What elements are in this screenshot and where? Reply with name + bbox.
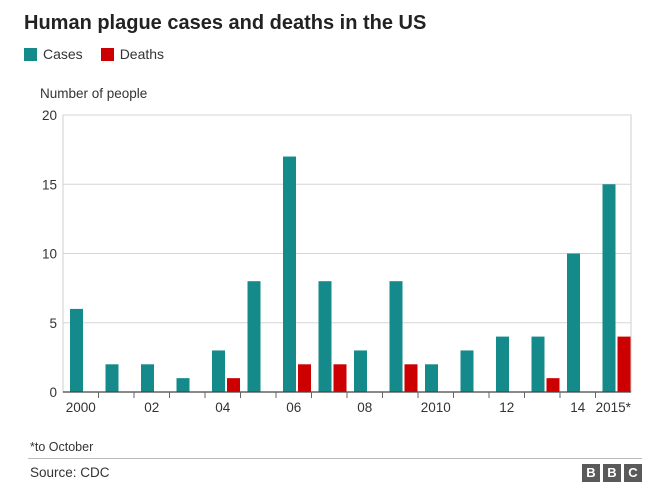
y-tick-label: 0 <box>49 385 57 400</box>
bar-cases <box>389 281 403 392</box>
bar-deaths <box>227 378 240 392</box>
bbc-logo: B B C <box>579 464 642 482</box>
y-tick-label: 5 <box>49 316 57 331</box>
bar-cases <box>318 281 332 392</box>
legend-label-cases: Cases <box>43 46 83 62</box>
x-tick-label: 2010 <box>421 400 451 415</box>
x-tick-label: 08 <box>357 400 372 415</box>
x-tick-label: 04 <box>215 400 231 415</box>
bar-cases <box>354 350 367 392</box>
bar-cases <box>567 253 580 392</box>
bar-cases <box>212 350 225 392</box>
bar-cases <box>141 364 154 392</box>
bar-cases <box>425 364 438 392</box>
footnote: *to October <box>30 440 94 454</box>
y-tick-label: 15 <box>42 177 57 192</box>
source: Source: CDC <box>30 465 110 480</box>
x-tick-label: 14 <box>570 400 586 415</box>
bbc-logo-letter: C <box>624 464 642 482</box>
bar-cases <box>247 281 261 392</box>
legend-swatch-cases <box>24 47 37 61</box>
x-tick-label: 2015* <box>596 400 632 415</box>
bar-deaths <box>546 378 560 392</box>
x-tick-label: 06 <box>286 400 301 415</box>
y-axis-label: Number of people <box>40 86 148 101</box>
bar-deaths <box>298 364 311 392</box>
bar-deaths <box>617 336 631 392</box>
bar-cases <box>602 184 616 392</box>
y-tick-label: 20 <box>42 108 57 123</box>
bar-cases <box>460 350 474 392</box>
bar-deaths <box>333 364 347 392</box>
x-tick-label: 02 <box>144 400 159 415</box>
legend-item-deaths: Deaths <box>100 46 165 62</box>
legend-label-deaths: Deaths <box>119 46 165 62</box>
bar-deaths <box>404 364 418 392</box>
legend-swatch-deaths <box>100 47 114 61</box>
y-tick-label: 10 <box>42 247 57 262</box>
legend: Cases Deaths <box>24 46 182 62</box>
bar-cases <box>70 308 83 392</box>
source-divider <box>28 458 642 459</box>
bar-cases <box>496 336 509 392</box>
bar-cases <box>105 364 119 392</box>
bbc-logo-letter: B <box>603 464 621 482</box>
bar-cases <box>531 336 545 392</box>
bbc-logo-letter: B <box>582 464 600 482</box>
x-tick-label: 12 <box>499 400 514 415</box>
x-tick-label: 2000 <box>66 400 96 415</box>
legend-item-cases: Cases <box>24 46 83 62</box>
bar-cases <box>283 156 296 392</box>
chart-title: Human plague cases and deaths in the US <box>24 12 427 34</box>
bar-chart: 0 5 10 15 20 2000 02 04 06 08 2010 12 14 2015* <box>42 108 632 415</box>
bar-cases <box>176 378 190 392</box>
